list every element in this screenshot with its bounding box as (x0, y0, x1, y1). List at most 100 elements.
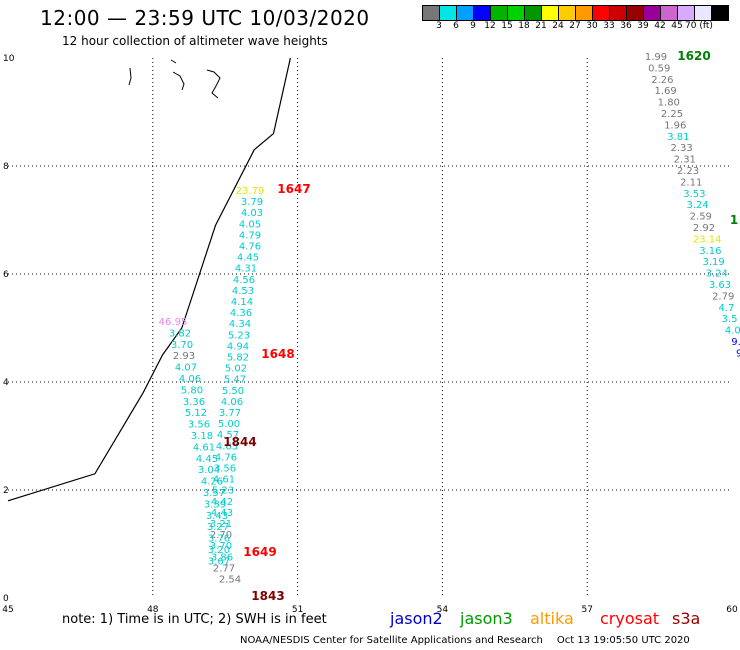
footer-credit: NOAA/NESDIS Center for Satellite Applica… (240, 635, 690, 646)
wave-height-label: 5.50 (222, 386, 244, 397)
legend-label: 9 (470, 21, 476, 31)
wave-height-label: 3.82 (169, 328, 191, 339)
wave-height-label: 3.56 (188, 420, 210, 431)
wave-height-label: 3.16 (699, 246, 721, 257)
wave-height-label: 5.23 (228, 330, 250, 341)
wave-height-label: 3.5 (722, 314, 738, 325)
y-tick-label: 6 (3, 270, 9, 280)
x-tick-label: 45 (2, 605, 13, 615)
satellite-s3a: s3a (672, 609, 701, 628)
wave-height-label: 23.14 (693, 234, 722, 245)
wave-height-label: 4.26 (201, 477, 223, 488)
map-subtitle: 12 hour collection of altimeter wave hei… (62, 34, 328, 48)
legend-label: 30 (586, 21, 598, 31)
x-tick-label: 51 (292, 605, 303, 615)
legend-label: 21 (535, 21, 547, 31)
wave-height-label: 4.79 (239, 230, 261, 241)
x-tick-label: 57 (581, 605, 592, 615)
wave-height-label: 3.04 (198, 465, 220, 476)
wave-height-label: 4.45 (237, 253, 259, 264)
wave-height-label: 4.36 (230, 308, 252, 319)
wave-height-label: 5.82 (227, 353, 249, 364)
legend-label: 33 (603, 21, 615, 31)
wave-height-label: 3.77 (219, 408, 241, 419)
wave-height-label: 3.19 (702, 257, 724, 268)
x-tick-label: 60 (726, 605, 738, 615)
wave-height-label: 4.56 (233, 275, 255, 286)
satellite-cryosat: cryosat (600, 609, 660, 628)
wave-height-label: 3.21 (210, 519, 232, 530)
wave-height-label: 4.31 (235, 264, 257, 275)
wave-height-label: 4.03 (241, 208, 263, 219)
island-outline (128, 59, 221, 99)
wave-height-label: 4.07 (175, 363, 197, 374)
wave-height-label: 4.94 (227, 341, 249, 352)
time-label: 1844 (223, 435, 256, 449)
wave-height-label: 5.00 (218, 419, 240, 430)
wave-height-label: 9. (731, 337, 740, 348)
legend-swatch (711, 5, 729, 21)
wave-height-label: 3.43 (206, 511, 228, 522)
wave-height-label: 4.06 (179, 374, 201, 385)
wave-height-label: 4.7 (718, 303, 734, 314)
wave-height-label: 2.26 (651, 75, 673, 86)
y-tick-label: 10 (3, 54, 15, 64)
legend-label: 70 (ft) (685, 21, 713, 31)
wave-height-label: 5.12 (185, 408, 207, 419)
legend-label: 3 (436, 21, 442, 31)
wave-height-label: 3.39 (204, 499, 226, 510)
wave-height-label: 2.33 (670, 143, 692, 154)
wave-height-label: 5.47 (224, 375, 246, 386)
wave-height-label: 3.53 (683, 189, 705, 200)
wave-height-label: 4.63 (216, 441, 238, 452)
wave-height-label: 3.57 (203, 488, 225, 499)
wave-height-label: 2.31 (674, 155, 696, 166)
satellite-jason2: jason2 (390, 609, 443, 628)
wave-height-label: 23.79 (236, 186, 265, 197)
legend-label: 15 (501, 21, 513, 31)
wave-height-label: 1.69 (654, 86, 676, 97)
wave-height-label: 4.53 (232, 286, 254, 297)
time-label: 1 (730, 213, 738, 227)
wave-height-label: 3.63 (709, 280, 731, 291)
color-scale-legend (422, 5, 729, 21)
wave-height-label: 2.79 (712, 291, 734, 302)
wave-height-label: 5.23 (212, 486, 234, 497)
wave-height-label: 3.24 (686, 200, 708, 211)
y-tick-label: 0 (3, 594, 9, 604)
time-label: 1648 (261, 347, 294, 361)
y-tick-label: 2 (3, 486, 9, 496)
wave-height-label: 3.76 (208, 534, 230, 545)
wave-height-label: 3.56 (214, 464, 236, 475)
legend-label: 45 (671, 21, 683, 31)
legend-label: 39 (637, 21, 649, 31)
wave-height-label: 4.05 (239, 219, 261, 230)
time-label: 1843 (251, 589, 284, 603)
wave-height-label: 4.42 (211, 497, 233, 508)
map-title: 12:00 — 23:59 UTC 10/03/2020 (40, 6, 370, 30)
wave-height-label: 3.70 (171, 340, 193, 351)
wave-height-label: 4.06 (221, 397, 243, 408)
wave-height-label: 1.80 (658, 98, 680, 109)
wave-height-label: 3.20 (208, 545, 230, 556)
wave-height-label: 2.77 (213, 563, 235, 574)
wave-height-label: 4.61 (193, 442, 215, 453)
wave-height-label: 5.80 (181, 385, 203, 396)
wave-height-label: 2.23 (677, 166, 699, 177)
x-tick-label: 48 (147, 605, 159, 615)
wave-height-label: 3.79 (241, 197, 263, 208)
time-label: 1647 (277, 182, 310, 196)
time-label: 1620 (677, 49, 710, 63)
wave-height-label: 2.92 (693, 223, 715, 234)
time-label: 1649 (243, 545, 276, 559)
legend-label: 24 (552, 21, 564, 31)
wave-height-label: 4.76 (239, 242, 261, 253)
x-tick-label: 54 (437, 605, 449, 615)
wave-height-label: 3.27 (207, 522, 229, 533)
wave-height-label: 3.67 (208, 556, 230, 567)
legend-label: 42 (654, 21, 666, 31)
coastline (7, 57, 291, 502)
credit-text: NOAA/NESDIS Center for Satellite Applica… (240, 635, 543, 646)
y-tick-label: 4 (3, 378, 9, 388)
